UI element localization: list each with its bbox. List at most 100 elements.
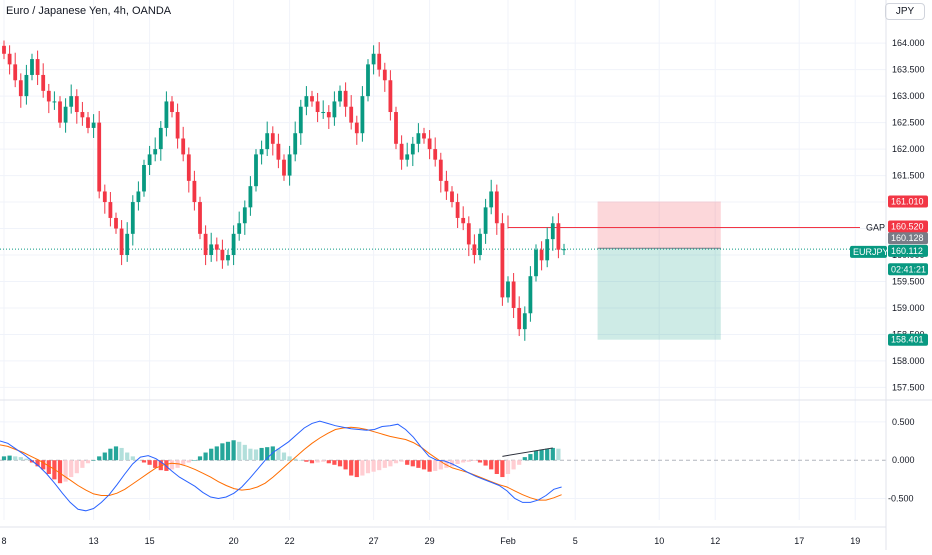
macd-histogram-bar: [113, 446, 119, 461]
macd-histogram-bar: [449, 460, 455, 467]
candle-body: [366, 64, 370, 97]
candle-body: [175, 112, 180, 139]
candle-body: [181, 138, 186, 155]
price-badge-label: EURJPY: [853, 247, 889, 257]
candle-body: [248, 186, 253, 208]
chart-title: Euro / Japanese Yen, 4h, OANDA: [6, 5, 172, 17]
macd-histogram-bar: [505, 460, 511, 474]
macd-histogram-bar: [242, 444, 247, 461]
candle-body: [108, 202, 113, 218]
candle-body: [186, 154, 191, 181]
macd-histogram-bar: [405, 460, 410, 465]
divergence-trend-line: [502, 447, 553, 457]
candle-body: [153, 149, 158, 155]
macd-histogram-bar: [304, 460, 309, 462]
macd-histogram-bar: [354, 460, 359, 478]
candle-body: [517, 307, 522, 330]
macd-histogram-bar: [253, 449, 259, 461]
macd-histogram-bar: [472, 460, 477, 461]
macd-histogram-bar: [315, 460, 320, 463]
macd-histogram-bar: [550, 447, 555, 461]
macd-histogram-bar: [97, 456, 102, 461]
candle-body: [416, 133, 421, 144]
price-badge: [888, 333, 928, 346]
candle-body: [483, 207, 488, 234]
candle-body: [545, 239, 550, 261]
macd-histogram-bar: [533, 451, 539, 461]
price-tick-label: 158.000: [892, 356, 925, 366]
macd-histogram-bar: [7, 455, 12, 461]
candle-body: [7, 53, 12, 65]
price-tick-label: 159.000: [892, 303, 925, 313]
macd-histogram-bar: [433, 460, 438, 471]
macd-histogram-bar: [147, 460, 152, 465]
macd-histogram-bar: [108, 448, 113, 461]
candle-body: [74, 96, 79, 113]
candle-body: [198, 202, 202, 234]
candle-body: [52, 101, 57, 103]
candle-body: [506, 281, 510, 298]
candle-body: [433, 149, 438, 160]
time-tick-label: 29: [425, 536, 435, 546]
macd-histogram-bar: [461, 460, 466, 463]
macd-histogram-bar: [231, 440, 236, 461]
candle-body: [522, 313, 527, 330]
time-tick-label: 8: [1, 536, 6, 546]
macd-histogram-bar: [511, 460, 516, 470]
time-tick-label: 15: [145, 536, 155, 546]
price-tick-label: 162.000: [892, 144, 925, 154]
macd-histogram-bar: [186, 460, 191, 463]
candle-body: [35, 59, 40, 75]
candle-body: [97, 122, 102, 192]
candle-body: [500, 223, 505, 298]
candle-body: [287, 154, 292, 176]
macd-histogram-bar: [337, 460, 343, 467]
time-tick-label: 19: [850, 536, 860, 546]
macd-histogram-bar: [371, 460, 376, 472]
candle-body: [237, 223, 242, 234]
candle-body: [203, 233, 208, 256]
candle-body: [382, 69, 387, 81]
macd-histogram-bar: [360, 460, 365, 476]
candle-body: [282, 159, 286, 176]
macd-histogram-bar: [119, 447, 124, 461]
candle-body: [142, 164, 146, 192]
candle-body: [455, 202, 460, 218]
candle-body: [438, 159, 443, 181]
candle-body: [130, 202, 135, 234]
macd-tick-label: 0.500: [892, 417, 915, 427]
macd-histogram-bar: [349, 460, 354, 476]
macd-histogram-bar: [500, 460, 505, 478]
macd-histogram-bar: [427, 460, 432, 472]
stop-loss-zone: [597, 201, 721, 249]
price-badge: [850, 245, 887, 258]
candle-body: [338, 90, 342, 102]
macd-histogram-bar: [556, 448, 561, 461]
macd-histogram-bar: [203, 452, 208, 461]
macd-histogram-bar: [438, 460, 443, 470]
macd-histogram-bar: [214, 446, 219, 461]
candle-body: [405, 154, 410, 160]
macd-histogram-bar: [209, 448, 214, 461]
macd-histogram-bar: [332, 460, 337, 465]
time-tick-label: 10: [654, 536, 664, 546]
candle-body: [528, 276, 533, 314]
price-badge-label: 02:41:21: [891, 264, 926, 274]
candle-body: [360, 96, 365, 134]
candle-body: [41, 74, 46, 91]
macd-histogram-bar: [421, 460, 427, 470]
candle-body: [102, 191, 107, 203]
macd-histogram-bar: [382, 460, 387, 468]
price-badge: [888, 244, 928, 257]
currency-button[interactable]: JPY: [885, 3, 925, 20]
price-tick-label: 163.000: [892, 91, 925, 101]
candle-body: [242, 207, 247, 224]
candle-body: [24, 74, 29, 97]
macd-tick-label: 0.000: [892, 455, 915, 465]
candle-body: [472, 244, 477, 256]
candle-body: [2, 45, 6, 54]
candle-body: [18, 80, 23, 97]
candle-body: [394, 112, 398, 144]
